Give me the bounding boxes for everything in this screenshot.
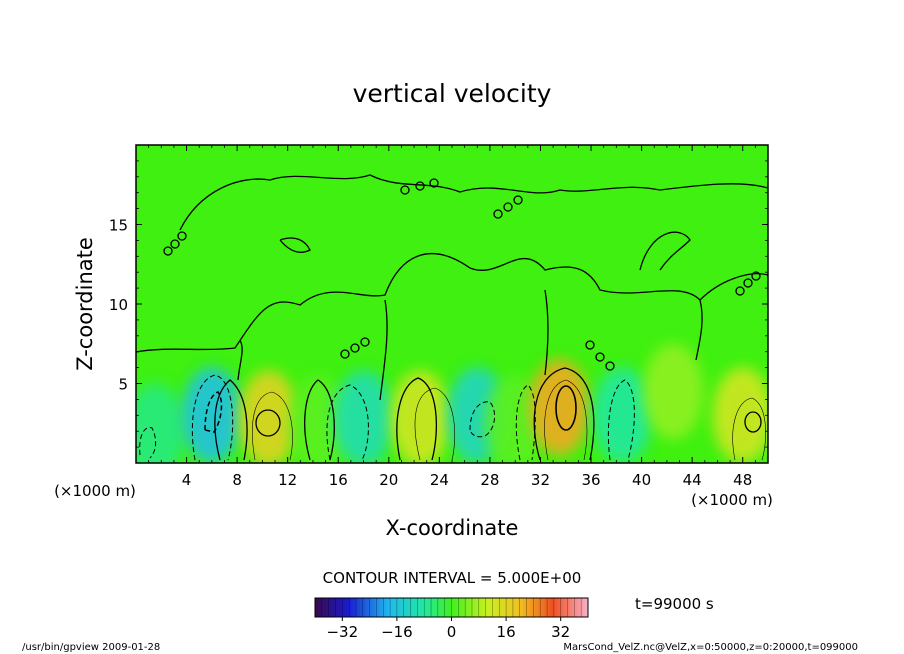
- colorbar-tick-label: 0: [447, 623, 457, 641]
- y-axis-label: Z-coordinate: [73, 237, 97, 371]
- x-tick-label: 48: [733, 471, 752, 489]
- x-unit-left: (×1000 m): [54, 482, 136, 500]
- chart-title: vertical velocity: [353, 79, 552, 108]
- x-tick-label: 4: [182, 471, 192, 489]
- x-tick-label: 32: [531, 471, 550, 489]
- heatmap-cell: [136, 383, 185, 463]
- contour-interval-label: CONTOUR INTERVAL = 5.000E+00: [323, 569, 582, 587]
- heatmap-cell: [712, 367, 768, 463]
- y-tick-label: 5: [118, 376, 128, 394]
- contour-lines: [136, 174, 768, 461]
- heatmap-cell: [289, 375, 350, 463]
- y-axis: 5 10 15: [109, 160, 768, 448]
- x-tick-label: 40: [632, 471, 651, 489]
- x-tick-label: 24: [430, 471, 449, 489]
- x-tick-label: 28: [480, 471, 499, 489]
- x-tick-label: 44: [683, 471, 702, 489]
- x-tick-label: 20: [379, 471, 398, 489]
- x-unit-right: (×1000 m): [691, 491, 773, 509]
- x-tick-label: 16: [329, 471, 348, 489]
- x-tick-label: 8: [232, 471, 242, 489]
- colorbar-tick-label: −32: [326, 623, 358, 641]
- negative-contour-lines: [139, 374, 635, 461]
- time-label: t=99000 s: [635, 595, 714, 613]
- x-axis: 4 8 12 16 20 24 28 32 36 40 44 48: [148, 145, 756, 489]
- footer-right: MarsCond_VelZ.nc@VelZ,x=0:50000,z=0:2000…: [563, 642, 858, 653]
- y-tick-label: 15: [109, 217, 128, 235]
- x-tick-label: 12: [278, 471, 297, 489]
- heatmap-cell: [592, 367, 653, 463]
- heatmap-cell: [181, 367, 242, 463]
- colorbar: −32 −16 0 16 32: [314, 597, 589, 641]
- colorbar-ticks: −32 −16 0 16 32: [326, 617, 570, 641]
- thin-contour-lines: [252, 379, 766, 461]
- footer-left: /usr/bin/gpview 2009-01-28: [22, 642, 160, 653]
- heatmap-cell: [333, 370, 394, 463]
- heatmap-cell: [529, 359, 590, 456]
- heatmap-cell: [390, 370, 451, 463]
- colorbar-tick-label: −16: [381, 623, 413, 641]
- colorbar-tick-label: 16: [497, 623, 516, 641]
- x-axis-label: X-coordinate: [386, 516, 519, 540]
- y-tick-label: 10: [109, 296, 128, 314]
- x-tick-label: 36: [581, 471, 600, 489]
- heatmap-cell: [238, 370, 299, 463]
- colorbar-tick-label: 32: [551, 623, 570, 641]
- colorbar-stripes: [321, 598, 582, 617]
- heatmap-cell: [643, 343, 704, 440]
